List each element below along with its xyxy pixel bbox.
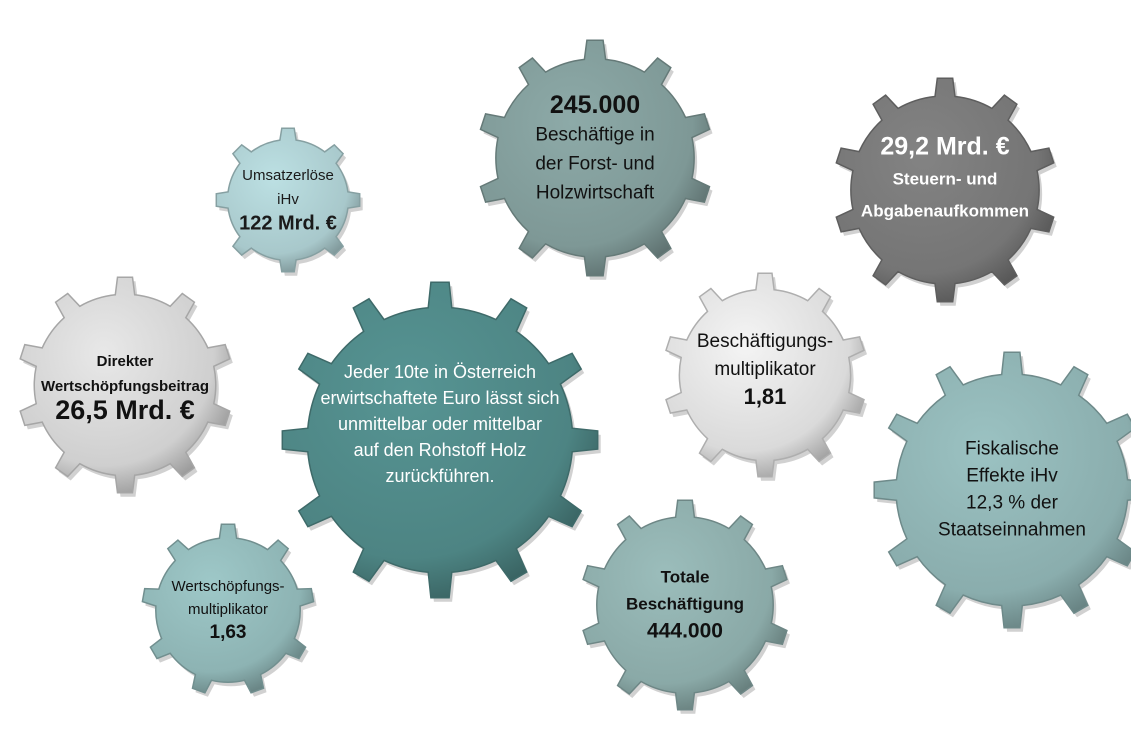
gear-label: 12,3 % der: [966, 493, 1059, 514]
gear-label: Fiskalische: [965, 439, 1059, 460]
gear-label: Beschäftigungs-: [697, 331, 833, 352]
gear-label: 29,2 Mrd. €: [880, 133, 1009, 161]
gear-label: Holzwirtschaft: [536, 183, 655, 204]
gear-body: [836, 78, 1053, 301]
gear: Totale Beschäftigung 444.000: [583, 500, 790, 713]
gear-label: 444.000: [647, 620, 723, 643]
gear-body: [874, 352, 1131, 628]
gear-label: unmittelbar oder mittelbar: [338, 414, 542, 434]
gear-label: auf den Rohstoff Holz: [354, 440, 527, 460]
gear-label: multiplikator: [714, 359, 816, 380]
gear-label: Totale: [661, 567, 710, 586]
gear-label: Wertschöpfungsbeitrag: [41, 378, 209, 395]
gear: 245.000 Beschäftige in der Forst- und Holzw…: [481, 40, 713, 279]
gear: Jeder 10te in Österreich erwirtschaftete …: [282, 282, 600, 601]
gear-label: Beschäftige in: [535, 125, 654, 146]
gear-label: der Forst- und: [535, 154, 654, 175]
gear-label: multiplikator: [188, 601, 268, 618]
gear-label: Direkter: [97, 353, 154, 370]
gear-label: Wertschöpfungs-: [171, 578, 284, 595]
gear-label: 1,63: [210, 622, 247, 643]
gear-label: zurückführen.: [385, 466, 494, 486]
gear-label: Beschäftigung: [626, 594, 744, 613]
gear: Beschäftigungs-multiplikator 1,81: [666, 273, 867, 481]
gear-label: Steuern- und: [893, 169, 998, 188]
gear-label: Staatseinnahmen: [938, 520, 1086, 541]
gear: 29,2 Mrd. € Steuern- und Abgabenaufkommen: [836, 78, 1056, 305]
gear-label: iHv: [277, 191, 299, 208]
gear-label: Umsatzerlöse: [242, 167, 334, 184]
gear-label: 122 Mrd. €: [239, 212, 337, 234]
gear-label: erwirtschaftete Euro lässt sich: [320, 388, 559, 408]
gear: Fiskalische Effekte iHv 12,3 % der Staatsei…: [874, 352, 1131, 632]
gear-label: 245.000: [550, 91, 640, 119]
gear-diagram: Umsatzerlöse iHv 122 Mrd. € 245.000 Beschäft…: [0, 0, 1131, 726]
gear-label: 1,81: [744, 384, 787, 409]
gear: Wertschöpfungs-multiplikator 1,63: [142, 524, 316, 697]
gear-label: 26,5 Mrd. €: [55, 395, 195, 425]
gear: Umsatzerlöse iHv 122 Mrd. €: [216, 128, 362, 275]
gear-label: Abgabenaufkommen: [861, 201, 1029, 220]
gear-label: Effekte iHv: [966, 466, 1058, 487]
gear-label: Jeder 10te in Österreich: [344, 362, 536, 382]
